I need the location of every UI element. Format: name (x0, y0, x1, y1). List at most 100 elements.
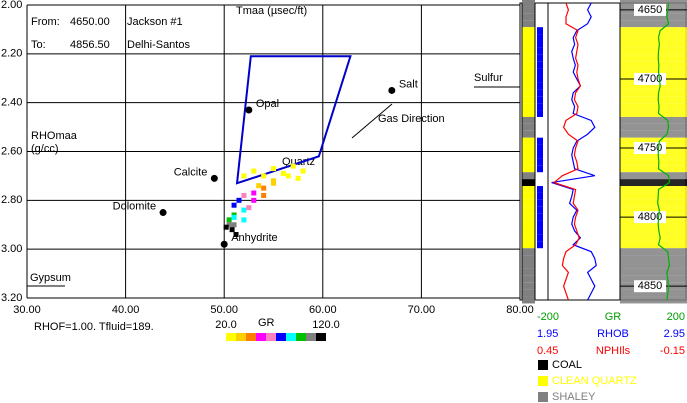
facies-fill (620, 27, 687, 35)
facies-strip (522, 20, 535, 28)
legend-label: CLEAN QUARTZ (552, 375, 637, 387)
from-label: From: (31, 16, 60, 28)
data-point (295, 175, 301, 181)
facies-fill (620, 186, 687, 193)
y-tick-label: 3.20 (1, 292, 22, 304)
data-point (231, 202, 237, 208)
gr-scale-label: GR (258, 317, 275, 329)
facies-strip (522, 213, 535, 221)
facies-strip (522, 220, 535, 228)
mineral-label: Anhydrite (231, 232, 277, 244)
facies-strip (522, 6, 535, 14)
data-point (251, 190, 257, 196)
facies-fill (620, 248, 687, 256)
facies-flag (537, 61, 543, 69)
facies-flag (537, 192, 543, 200)
facies-strip (522, 158, 535, 166)
facies-strip (522, 130, 535, 138)
legend-label: COAL (552, 359, 582, 371)
legend-swatch (538, 376, 548, 386)
facies-fill (620, 241, 687, 249)
facies-flag (537, 137, 543, 145)
facies-fill (620, 192, 687, 200)
mineral-label: Opal (256, 98, 279, 110)
params: RHOF=1.00. Tfluid=189. (34, 321, 154, 333)
facies-fill (620, 172, 687, 180)
y-tick-label: 2.80 (1, 194, 22, 206)
mineral-point (388, 86, 396, 94)
gas-label: Gas Direction (378, 113, 445, 125)
facies-strip (522, 248, 535, 256)
field-name: Delhi-Santos (127, 39, 190, 51)
gr-swatch (306, 333, 316, 341)
mineral-label: Salt (399, 78, 418, 90)
facies-strip (522, 96, 535, 104)
mineral-point (245, 106, 253, 114)
facies-strip (522, 0, 535, 7)
facies-fill (620, 34, 687, 41)
gas-arrow (351, 103, 393, 139)
data-point (231, 222, 237, 228)
facies-strip (522, 110, 535, 117)
data-point (233, 232, 239, 238)
y-axis-label: RHOmaa (31, 130, 78, 142)
facies-strip (522, 54, 535, 62)
facies-strip (522, 75, 535, 83)
data-point (261, 173, 267, 179)
from-value: 4650.00 (70, 16, 110, 28)
data-point (231, 214, 237, 220)
facies-flag (537, 34, 543, 41)
well-name: Jackson #1 (127, 16, 183, 28)
facies-strip (522, 241, 535, 249)
x-tick-label: 40.00 (112, 304, 140, 316)
gr-swatch (266, 333, 276, 341)
data-point (246, 205, 252, 211)
facies-strip (522, 165, 535, 173)
facies-fill (620, 268, 687, 276)
gr-swatch (236, 333, 246, 341)
facies-fill (620, 89, 687, 97)
gr-swatch (316, 333, 326, 341)
facies-fill (620, 54, 687, 62)
curve-name: NPHIls (596, 345, 631, 357)
mineral-point (159, 209, 167, 217)
legend-swatch (538, 360, 548, 370)
facies-fill (620, 255, 687, 263)
data-point (251, 168, 257, 174)
mineral-polygon (235, 55, 352, 185)
facies-strip (522, 40, 535, 48)
y-tick-label: 3.00 (1, 243, 22, 255)
facies-strip (522, 268, 535, 276)
log-curve (657, 2, 671, 301)
facies-strip (522, 103, 535, 111)
facies-strip (522, 34, 535, 41)
depth-label-bg (634, 72, 666, 85)
data-point (280, 170, 286, 176)
legend-label: SHALEY (552, 391, 596, 403)
data-point (223, 224, 229, 230)
facies-flag (537, 75, 543, 83)
legend-swatch (538, 392, 548, 402)
facies-fill (620, 61, 687, 69)
facies-flag (537, 158, 543, 166)
mineral-label: Calcite (174, 166, 208, 178)
facies-strip (522, 61, 535, 69)
gr-swatch (286, 333, 296, 341)
facies-fill (620, 96, 687, 104)
gr-swatch (246, 333, 256, 341)
facies-flag (537, 47, 543, 55)
facies-flag (537, 110, 543, 117)
data-point (226, 222, 232, 228)
facies-strip (522, 262, 535, 269)
y-tick-label: 2.20 (1, 48, 22, 60)
curve-max: 200 (667, 311, 685, 323)
sulfur-label: Sulfur (474, 72, 503, 84)
facies-strip (522, 68, 535, 76)
curve-min: 0.45 (537, 345, 558, 357)
facies-strip (522, 186, 535, 193)
x-tick-label: 30.00 (13, 304, 41, 316)
facies-fill (620, 179, 687, 187)
data-point (251, 197, 257, 203)
facies-strip (522, 172, 535, 180)
facies-strip (522, 206, 535, 214)
